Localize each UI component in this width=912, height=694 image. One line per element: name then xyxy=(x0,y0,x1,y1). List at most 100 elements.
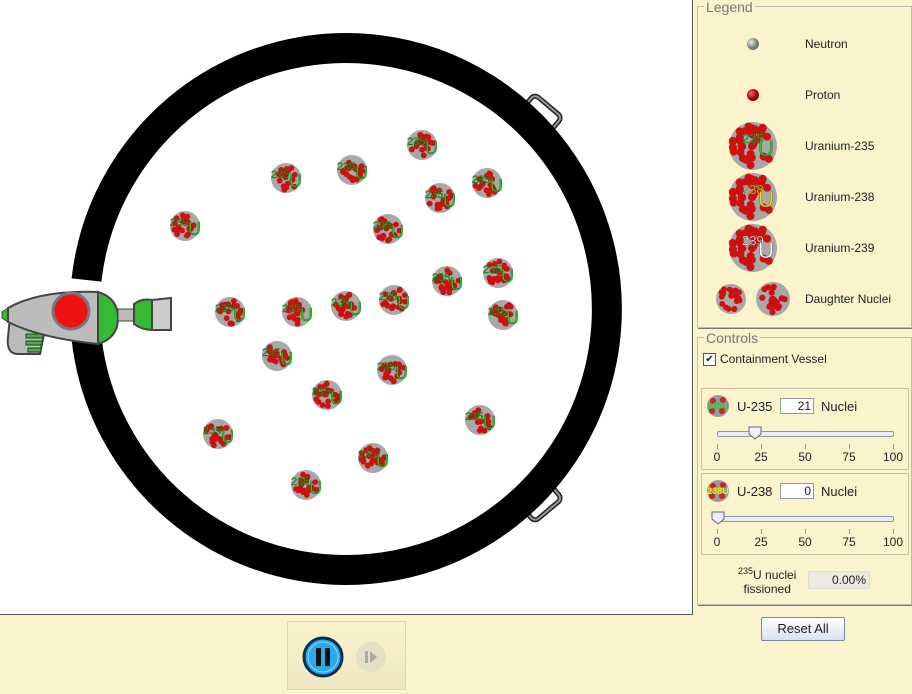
slider-tick-label: 100 xyxy=(882,450,904,464)
u238-count-input[interactable]: 0 xyxy=(780,483,814,499)
pause-button[interactable] xyxy=(302,636,344,678)
svg-text:235: 235 xyxy=(465,411,483,423)
svg-text:235: 235 xyxy=(337,161,355,173)
svg-text:239: 239 xyxy=(742,233,764,248)
svg-text:U: U xyxy=(330,388,343,408)
svg-text:235: 235 xyxy=(215,303,233,315)
u235-nucleus: 235 U xyxy=(215,297,246,327)
svg-text:U: U xyxy=(425,138,438,158)
u235-nucleus: 235 U xyxy=(337,155,368,185)
u235-nucleus: 235 U xyxy=(282,297,313,327)
u235-nucleus: 235 U xyxy=(291,470,322,500)
u235-nucleus: 235 U xyxy=(262,341,293,371)
slider-tick xyxy=(761,444,762,449)
svg-text:U: U xyxy=(309,478,322,498)
slider-tick xyxy=(717,529,718,534)
svg-text:238: 238 xyxy=(742,182,764,197)
slider-tick xyxy=(849,444,850,449)
fissioned-percent-readout: 0.00% xyxy=(808,571,870,589)
u235-unit-label: Nuclei xyxy=(821,399,858,414)
u235-nucleus: 235 U xyxy=(373,214,404,244)
containment-vessel xyxy=(71,33,622,585)
svg-text:U: U xyxy=(188,219,201,239)
svg-text:U: U xyxy=(443,191,456,211)
legend-panel: Legend Neutron Proton 235 U Uranium-235 238 U U… xyxy=(697,0,912,328)
legend-label: Uranium-235 xyxy=(805,139,875,153)
u235-icon: 235U xyxy=(728,122,777,170)
slider-tick-label: 75 xyxy=(842,450,856,464)
u238-unit-label: Nuclei xyxy=(821,484,858,499)
svg-text:235U: 235U xyxy=(707,401,729,411)
u235-nucleus: 235 U xyxy=(203,419,234,449)
svg-text:U: U xyxy=(490,176,503,196)
svg-text:U: U xyxy=(758,238,774,263)
fissioned-superscript: 235 xyxy=(738,566,754,576)
controls-title: Controls xyxy=(704,330,761,346)
u238-slider-ticks: 0 25 50 75 100 xyxy=(709,529,903,551)
u235-nucleus: 235 U xyxy=(358,443,389,473)
svg-text:235: 235 xyxy=(312,386,330,398)
svg-text:235: 235 xyxy=(203,425,221,437)
slider-tick xyxy=(717,444,718,449)
containment-vessel-checkbox[interactable]: ✔ Containment Vessel xyxy=(703,352,827,366)
fire-button[interactable] xyxy=(51,291,91,331)
legend-item: Daughter Nuclei xyxy=(698,274,912,324)
svg-text:U: U xyxy=(506,308,519,328)
neutron-gun[interactable] xyxy=(1,290,172,355)
svg-text:235: 235 xyxy=(291,476,309,488)
u235-small-icon: 235U xyxy=(707,395,729,417)
u238-label: U-238 xyxy=(737,484,773,499)
fissioned-label: 235U nuclei fissioned xyxy=(738,564,796,596)
svg-text:235: 235 xyxy=(331,297,349,309)
u235-count-input[interactable]: 21 xyxy=(780,398,814,414)
svg-text:U: U xyxy=(758,136,774,161)
reset-all-button[interactable]: Reset All xyxy=(761,617,845,641)
checkbox-check-icon[interactable]: ✔ xyxy=(703,352,716,366)
legend-label: Proton xyxy=(805,88,841,102)
u235-nucleus: 235 U xyxy=(465,405,496,435)
u235-nucleus: 235 U xyxy=(312,380,343,410)
proton-icon xyxy=(747,89,759,101)
u235-nucleus: 235 U xyxy=(483,258,514,288)
u235-slider-thumb[interactable] xyxy=(748,426,762,440)
step-button[interactable] xyxy=(355,641,387,673)
legend-item: 235 U Uranium-235 xyxy=(698,121,912,171)
slider-tick xyxy=(849,529,850,534)
slider-tick xyxy=(805,444,806,449)
slider-tick-label: 0 xyxy=(713,535,721,549)
u235-nucleus: 235 U xyxy=(472,168,503,198)
playback-controls xyxy=(287,621,406,690)
u238-icon: 238U xyxy=(728,173,777,221)
svg-text:235: 235 xyxy=(262,347,280,359)
simulation-canvas: 235 U 235 U 235 U 235 U 235 U 235 U 235 U 235 U 235 U 235 U… xyxy=(0,0,693,615)
legend-item: 239 U Uranium-239 xyxy=(698,223,912,273)
u235-nucleus: 235 U xyxy=(379,285,410,315)
svg-text:U: U xyxy=(233,305,246,325)
svg-text:U: U xyxy=(355,163,368,183)
svg-text:U: U xyxy=(483,413,496,433)
svg-text:U: U xyxy=(300,305,313,325)
slider-tick xyxy=(893,529,894,534)
fissioned-label-line1: U nuclei xyxy=(753,568,797,582)
slider-tick-label: 25 xyxy=(754,535,768,549)
legend-title: Legend xyxy=(704,0,755,15)
svg-text:U: U xyxy=(397,293,410,313)
svg-text:U: U xyxy=(280,349,293,369)
svg-text:235: 235 xyxy=(742,131,764,146)
svg-text:U: U xyxy=(758,187,774,212)
u238-slider-thumb[interactable] xyxy=(711,511,725,525)
u235-nucleus: 235 U xyxy=(407,130,438,160)
svg-text:235: 235 xyxy=(358,449,376,461)
svg-text:238U: 238U xyxy=(707,486,729,496)
u235-slider[interactable] xyxy=(717,426,894,440)
u238-slider[interactable] xyxy=(711,511,894,525)
svg-text:235: 235 xyxy=(425,189,443,201)
containment-vessel-label: Containment Vessel xyxy=(720,352,827,366)
svg-text:235: 235 xyxy=(483,264,501,276)
svg-text:235: 235 xyxy=(170,217,188,229)
svg-text:U: U xyxy=(501,266,514,286)
u235-nucleus: 235 U xyxy=(488,300,519,330)
fissioned-label-line2: fissioned xyxy=(743,582,791,596)
